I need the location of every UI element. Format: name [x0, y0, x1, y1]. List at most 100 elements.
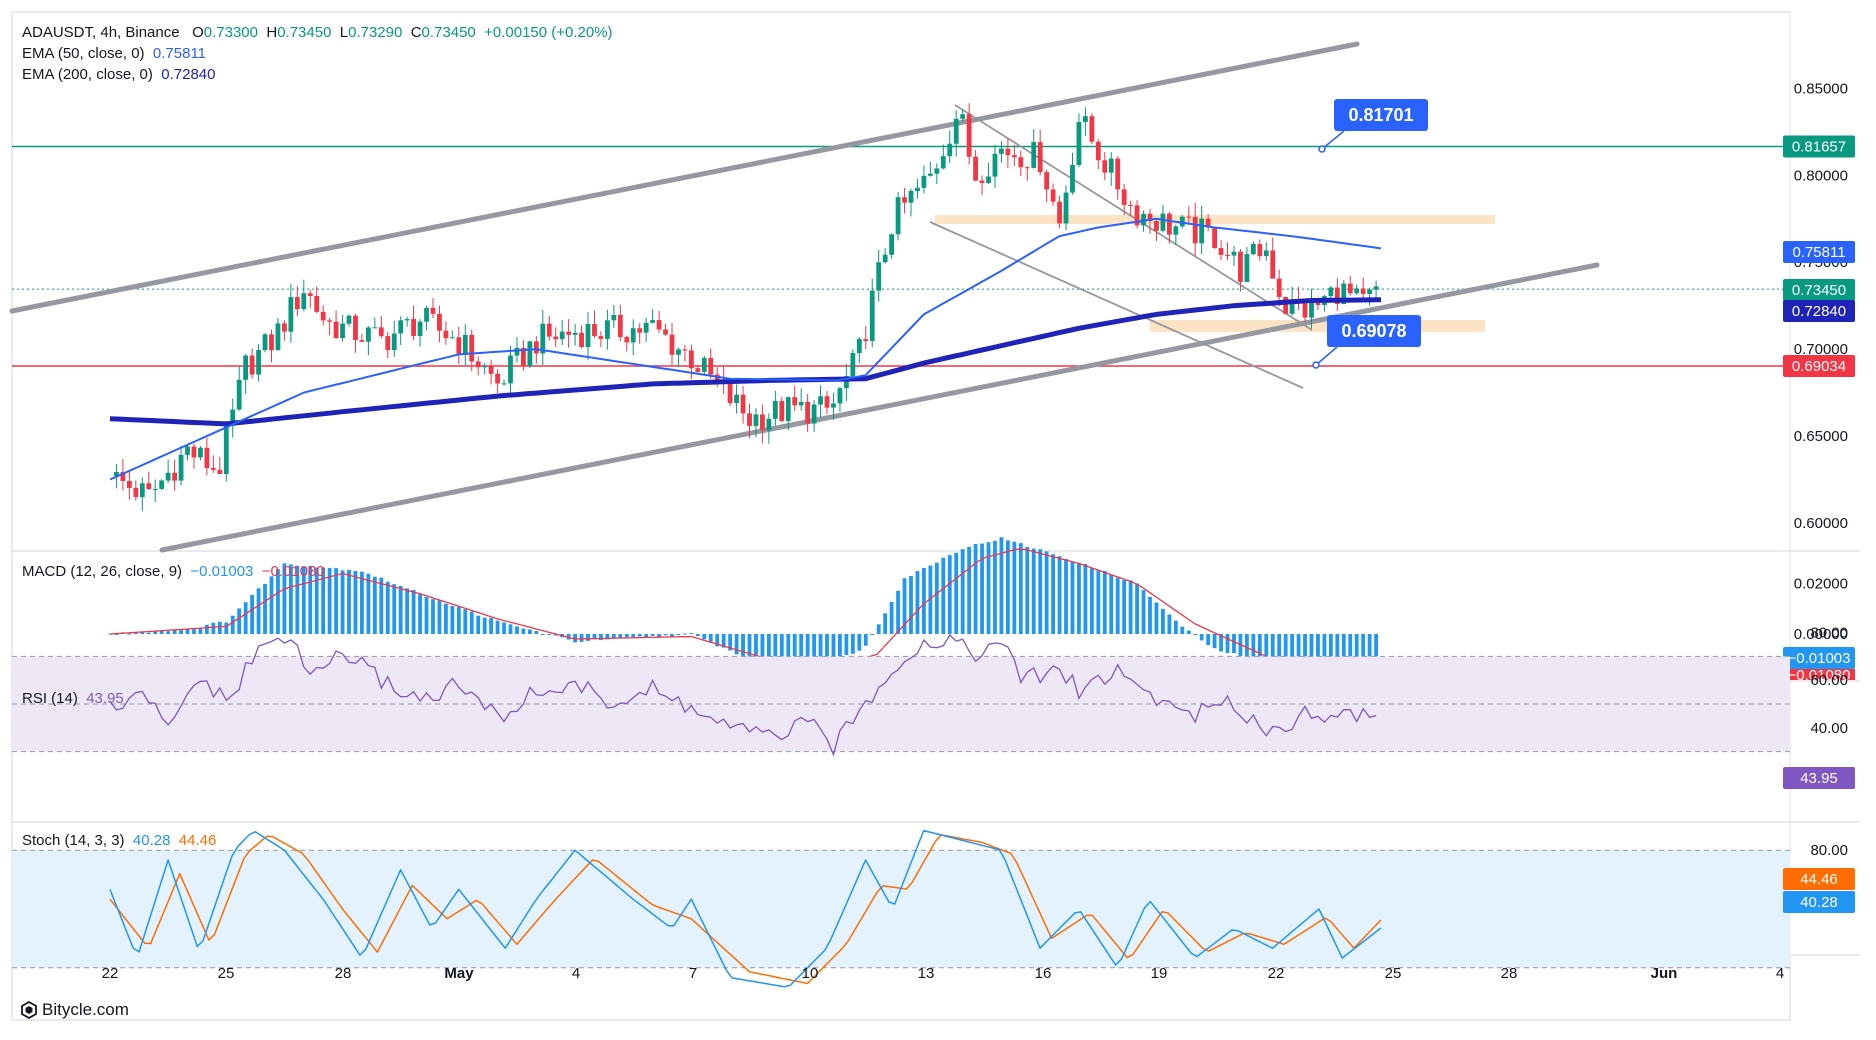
high-label: H	[266, 24, 278, 41]
price-tick-label: 0.65000	[1794, 428, 1848, 445]
macd-bar	[915, 571, 920, 634]
badge-stoch-d[interactable]: 44.46	[1783, 868, 1855, 890]
candle-body	[424, 307, 429, 322]
price-badge-text: 43.95	[1800, 770, 1838, 787]
macd-bar	[702, 634, 707, 640]
price-badge-bg	[1783, 241, 1855, 263]
macd-bar	[276, 569, 280, 634]
ema200-legend[interactable]: EMA (200, close, 0) 0.72840	[22, 66, 215, 83]
candle-body	[210, 468, 216, 470]
macd-bar	[1025, 547, 1030, 634]
candle-body	[1037, 142, 1043, 173]
macd-bar	[489, 618, 494, 634]
candle-body	[843, 376, 849, 389]
stoch-k-value: 40.28	[132, 832, 171, 849]
time-axis-label: 13	[918, 965, 935, 982]
macd-bar	[1038, 549, 1043, 634]
macd-bar	[282, 563, 287, 634]
macd-bar	[153, 631, 158, 634]
stoch-legend[interactable]: Stoch (14, 3, 3) 40.28 44.46	[22, 832, 216, 849]
macd-bar	[779, 634, 784, 667]
price-tick-label: 0.60000	[1794, 515, 1848, 532]
ema50-legend[interactable]: EMA (50, close, 0) 0.75811	[22, 45, 206, 62]
macd-bar	[334, 568, 338, 634]
macd-bar	[663, 634, 668, 636]
candle-body	[1147, 213, 1153, 222]
candle-body	[604, 320, 610, 339]
candle-body	[792, 397, 798, 406]
macd-bar	[108, 633, 112, 635]
macd-bar	[799, 634, 804, 674]
candle-body	[779, 400, 785, 422]
macd-bar	[754, 634, 758, 662]
macd-bar	[1089, 568, 1094, 634]
low-value: 0.73290	[348, 24, 403, 41]
rsi-legend[interactable]: RSI (14) 43.95	[22, 690, 124, 707]
candle-body	[1024, 167, 1030, 169]
badge-last-price[interactable]: 0.73450	[1783, 279, 1855, 301]
macd-bar	[243, 602, 248, 634]
site-credit[interactable]: Bitycle.com	[20, 1000, 129, 1020]
candle-body	[249, 355, 255, 375]
macd-bar	[1180, 626, 1185, 634]
macd-bar	[1257, 634, 1262, 662]
badge-stoch-k[interactable]: 40.28	[1783, 891, 1855, 913]
candle-body	[540, 323, 546, 354]
macd-bar	[1051, 554, 1056, 634]
candle-body	[663, 329, 668, 335]
candle-body	[1328, 287, 1334, 297]
candle-body	[766, 418, 772, 431]
callout-lower[interactable]: 0.69078	[1312, 315, 1421, 369]
candle-body	[1102, 160, 1108, 173]
macd-bar	[385, 581, 390, 634]
callout-anchor	[1312, 361, 1320, 369]
candle-body	[831, 403, 836, 408]
candle-body	[553, 336, 559, 340]
callout-upper[interactable]: 0.81701	[1318, 99, 1428, 153]
candle-body	[818, 396, 823, 405]
callout-box	[1327, 315, 1421, 347]
candle-body	[1031, 142, 1037, 168]
macd-legend[interactable]: MACD (12, 26, close, 9) −0.01003 −0.0108…	[22, 563, 325, 580]
candle-body	[869, 290, 875, 342]
macd-bar	[534, 631, 539, 634]
stoch-band	[12, 850, 1790, 968]
candle-body	[856, 339, 862, 354]
macd-bar	[650, 634, 655, 636]
macd-bar	[579, 634, 584, 642]
candle-body	[333, 321, 339, 339]
macd-bar	[1244, 634, 1249, 658]
macd-bar	[1186, 630, 1191, 634]
macd-bar	[741, 634, 745, 657]
macd-bar	[211, 622, 216, 634]
callout-value: 0.69078	[1341, 321, 1406, 341]
macd-bar	[766, 634, 771, 666]
macd-bar	[1102, 570, 1107, 634]
macd-bar	[133, 632, 138, 634]
badge-support[interactable]: 0.69034	[1783, 354, 1855, 377]
macd-bar	[1044, 551, 1049, 634]
candle-body	[1250, 243, 1256, 255]
symbol-name: ADAUSDT, 4h, Binance	[22, 24, 180, 41]
badge-resistance[interactable]: 0.81657	[1783, 135, 1855, 158]
candle-body	[269, 334, 274, 351]
macd-bar	[831, 634, 836, 662]
candle-body	[243, 355, 249, 380]
stoch-d-line	[109, 834, 1382, 985]
badge-macd[interactable]: −0.01003−0.01080	[1783, 647, 1855, 684]
candle-body	[1063, 192, 1069, 224]
macd-bar	[256, 588, 261, 634]
ema50-line	[109, 217, 1382, 481]
macd-bar	[973, 544, 978, 634]
macd-bar	[721, 634, 726, 648]
candle-body	[1231, 251, 1237, 256]
badge-ema200[interactable]: 0.72840	[1783, 300, 1855, 322]
badge-ema50[interactable]: 0.75811	[1783, 241, 1855, 263]
macd-bar	[934, 562, 939, 634]
macd-bar	[611, 634, 616, 639]
badge-rsi[interactable]: 43.95	[1783, 767, 1855, 789]
candle-body	[695, 368, 701, 372]
candle-body	[262, 334, 268, 351]
candle-body	[1309, 301, 1314, 318]
